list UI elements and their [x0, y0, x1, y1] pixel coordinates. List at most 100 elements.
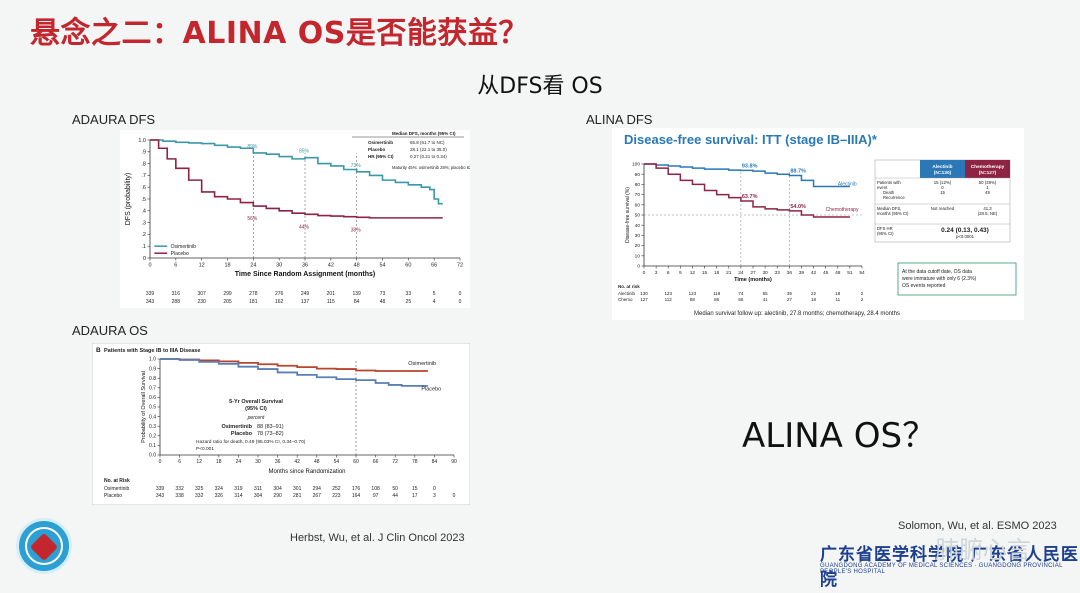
adaura-os-y-tick-label: 0.7	[149, 385, 156, 391]
alina-dfs-risk-value: 118	[713, 291, 721, 296]
alina-dfs-annotation: 88.7%	[790, 169, 806, 175]
adaura-os-risk-value: 97	[373, 493, 379, 499]
adaura-dfs-annotation: 56%	[247, 216, 258, 222]
hospital-logo-left	[16, 518, 72, 574]
adaura-dfs-risk-value: 115	[327, 299, 335, 305]
alina-dfs-x-tick-label: 36	[787, 270, 793, 276]
alina-dfs-x-tick-label: 24	[738, 270, 744, 276]
adaura-dfs-x-tick-label: 36	[302, 263, 308, 269]
adaura-dfs-legend-label: Placebo	[171, 251, 189, 257]
alina-dfs-line-label: Alectinib	[838, 181, 857, 187]
adaura-os-y-tick-label: 0.9	[149, 366, 156, 372]
adaura-os-x-tick-label: 48	[314, 459, 320, 465]
alina-dfs-table-col1-header-bg	[920, 160, 965, 178]
adaura-os-info-row-value: 78 (73–82)	[257, 431, 284, 437]
alina-dfs-table-col1-header: (N=130)	[934, 170, 952, 176]
alina-dfs-note-line: OS events reported	[902, 283, 946, 289]
adaura-os-risk-name: Osimertinib	[104, 486, 130, 492]
alina-dfs-y-tick-label: 50	[635, 213, 641, 219]
alina-dfs-risk-value: 112	[665, 297, 673, 302]
adaura-os-panel-title: Patients with Stage IB to IIIA Disease	[104, 348, 200, 354]
alina-dfs-y-tick-label: 40	[635, 223, 641, 229]
adaura-os-info-title2: (95% CI)	[245, 406, 267, 412]
adaura-dfs-risk-value: 162	[275, 299, 284, 305]
adaura-dfs-risk-value: 48	[380, 299, 386, 305]
alina-dfs-x-tick-label: 30	[762, 270, 768, 276]
adaura-os-frame	[92, 343, 470, 505]
adaura-os-risk-value: 17	[412, 493, 418, 499]
adaura-dfs-y-tick-label: .5	[141, 197, 146, 203]
adaura-dfs-annotation: 89%	[247, 144, 258, 150]
alina-dfs-title: Disease-free survival: ITT (stage IB–III…	[624, 132, 878, 147]
adaura-os-x-tick-label: 54	[334, 459, 340, 465]
adaura-dfs-y-tick-label: .2	[141, 232, 146, 238]
alina-dfs-risk-value: 41	[763, 297, 769, 302]
adaura-os-risk-name: Placebo	[104, 493, 122, 499]
adaura-dfs-risk-value: 230	[197, 299, 206, 305]
alina-dfs-table-p: p<0.0001	[956, 234, 975, 239]
adaura-os-x-tick-label: 42	[294, 459, 300, 465]
adaura-dfs-y-tick-label: .9	[141, 150, 146, 156]
adaura-dfs-y-tick-label: .8	[141, 161, 146, 167]
adaura-os-risk-value: 343	[156, 493, 165, 499]
adaura-os-info-p: P<0.001	[196, 446, 214, 452]
adaura-dfs-risk-value: 0	[459, 291, 462, 297]
alina-dfs-annotation: 63.7%	[742, 194, 758, 200]
adaura-dfs-x-label: Time Since Random Assignment (months)	[235, 271, 375, 278]
adaura-dfs-chart: 0 6 12 18 24 30 36 42 48 54 60 66 720.1.2.3.4.5.6.7.…	[120, 130, 470, 308]
adaura-os-y-tick-label: 0.1	[149, 443, 156, 449]
adaura-os-risk-value: 319	[234, 486, 243, 492]
hospital-logo-right-sub: GUANGDONG ACADEMY OF MEDICAL SCIENCES · …	[820, 563, 1063, 575]
adaura-os-risk-value: 338	[175, 493, 184, 499]
alina-dfs-x-tick-label: 21	[726, 270, 732, 276]
adaura-dfs-risk-value: 343	[146, 299, 155, 305]
adaura-dfs-annotation: 38%	[351, 227, 362, 233]
alina-dfs-x-tick-label: 45	[823, 270, 829, 276]
adaura-os-risk-value: 0	[433, 486, 436, 492]
adaura-dfs-info-row-value: 28.1 (22.1 to 35.0)	[410, 147, 447, 152]
adaura-dfs-y-tick-label: 1.0	[138, 138, 146, 144]
adaura-dfs-risk-value: 288	[172, 299, 181, 305]
slide-subtitle: 从DFS看 OS	[477, 74, 603, 99]
adaura-os-risk-value: 3	[433, 493, 436, 499]
adaura-os-risk-value: 176	[352, 486, 361, 492]
hospital-logo-right: 广东省医学科学院 广东省人民医院	[820, 545, 1079, 590]
adaura-os-x-tick-label: 0	[159, 459, 162, 465]
adaura-os-y-tick-label: 0.2	[149, 433, 156, 439]
adaura-dfs-x-tick-label: 12	[199, 263, 205, 269]
alina-dfs-x-tick-label: 54	[859, 270, 865, 276]
alina-dfs-risk-value: 2	[861, 297, 864, 302]
alina-dfs-x-tick-label: 3	[655, 270, 658, 276]
alina-dfs-note-line: were immature with only 6 (2.3%)	[902, 276, 977, 282]
adaura-dfs-risk-value: 5	[433, 291, 436, 297]
alina-dfs-risk-value: 65	[763, 291, 769, 296]
alina-dfs-y-tick-label: 80	[635, 182, 641, 188]
citation-left: Herbst, Wu, et al. J Clin Oncol 2023	[290, 532, 465, 544]
adaura-dfs-y-tick-label: .4	[141, 209, 146, 215]
adaura-dfs-risk-value: 205	[223, 299, 232, 305]
alina-dfs-table-row-label: Median DFS,	[877, 206, 901, 211]
adaura-os-x-tick-label: 30	[255, 459, 261, 465]
alina-dfs-table-v1: 15	[940, 190, 945, 195]
alina-dfs-x-tick-label: 39	[799, 270, 805, 276]
adaura-dfs-x-tick-label: 66	[431, 263, 437, 269]
adaura-os-risk-value: 290	[273, 493, 282, 499]
alina-dfs-x-tick-label: 51	[847, 270, 853, 276]
adaura-dfs-info-row-label: Osimertinib	[368, 140, 393, 145]
adaura-dfs-info-header: Median DFS, months (95% CI)	[392, 131, 456, 136]
alina-dfs-table-v2: 50 (39%)	[979, 180, 997, 185]
alina-dfs-risk-value: 55	[738, 297, 744, 302]
adaura-os-series-label: Osimertinib	[408, 361, 436, 367]
alina-dfs-table-row-label: Recurrence	[883, 195, 905, 200]
alina-dfs-y-tick-label: 100	[632, 162, 640, 168]
adaura-dfs-risk-value: 299	[223, 291, 232, 297]
adaura-dfs-y-tick-label: .3	[141, 220, 146, 226]
adaura-os-risk-value: 304	[273, 486, 282, 492]
alina-dfs-note-line: At the data cutoff date, OS data	[902, 269, 972, 275]
alina-dfs-risk-value: 88	[690, 297, 696, 302]
adaura-os-risk-title: No. at Risk	[104, 478, 130, 484]
adaura-os-y-tick-label: 0.4	[149, 414, 156, 420]
adaura-os-panel-tag: B	[96, 347, 101, 354]
label-adaura-dfs: ADAURA DFS	[72, 112, 156, 127]
adaura-os-y-label: Probability of Overall Survival	[141, 371, 147, 443]
